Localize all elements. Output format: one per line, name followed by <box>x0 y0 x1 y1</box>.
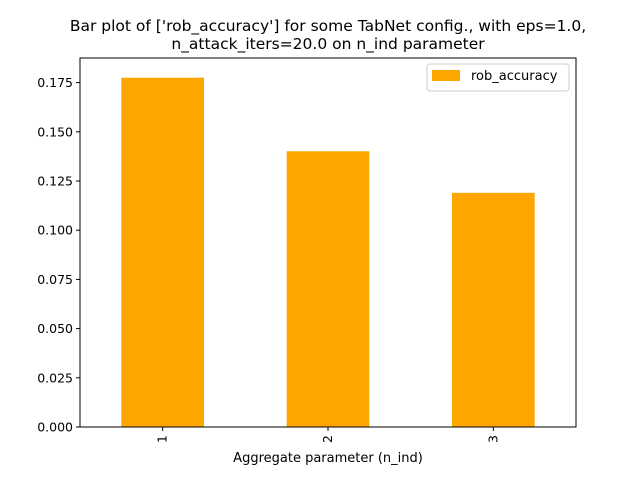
y-tick-label: 0.000 <box>37 420 73 435</box>
chart-subtitle: n_attack_iters=20.0 on n_ind parameter <box>171 35 485 54</box>
y-tick-label: 0.025 <box>37 370 73 385</box>
y-tick-label: 0.075 <box>37 272 73 287</box>
legend-label: rob_accuracy <box>471 69 558 84</box>
x-tick-label: 2 <box>320 435 335 443</box>
legend-frame <box>426 63 570 92</box>
y-tick-label: 0.125 <box>37 174 73 189</box>
y-tick-label: 0.175 <box>37 75 73 90</box>
y-tick-label: 0.100 <box>37 223 73 238</box>
bars-layer <box>121 77 535 428</box>
x-axis-ticks: 1 2 3 <box>155 427 500 443</box>
y-axis-ticks: 0.000 0.025 0.050 0.075 0.100 0.125 0.150 0.175 <box>37 75 80 435</box>
y-tick-label: 0.150 <box>37 124 73 139</box>
bar-3 <box>452 192 535 427</box>
legend-swatch <box>432 70 460 81</box>
bar-2 <box>286 151 370 427</box>
y-tick-label: 0.050 <box>37 321 73 336</box>
x-tick-label: 1 <box>155 435 170 443</box>
x-axis-label: Aggregate parameter (n_ind) <box>233 451 423 466</box>
bar-1 <box>121 77 204 428</box>
legend: rob_accuracy <box>426 63 570 92</box>
x-tick-label: 3 <box>485 435 500 443</box>
chart-title: Bar plot of ['rob_accuracy'] for some Ta… <box>70 17 586 36</box>
